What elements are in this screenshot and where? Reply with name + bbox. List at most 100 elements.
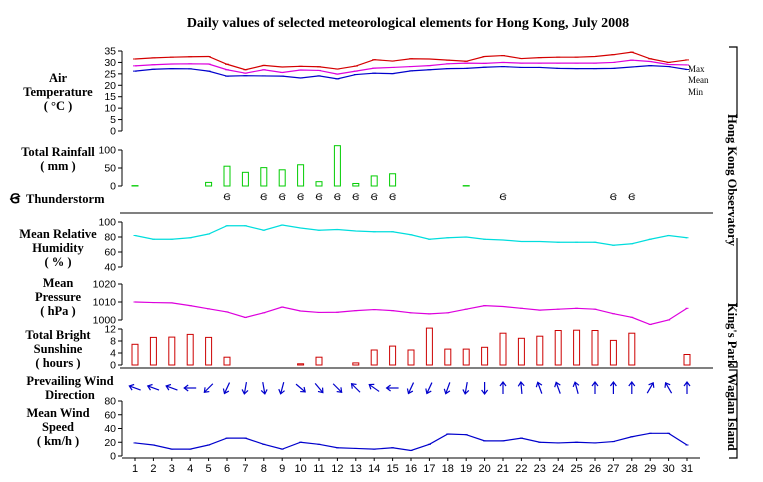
- wind-arrow-shaft: [314, 383, 324, 393]
- wind-arrow-head: [165, 383, 172, 391]
- rainfall-bar: [260, 167, 268, 187]
- rainfall-bar: [352, 182, 360, 187]
- chart-title: Daily values of selected meteorological …: [187, 16, 629, 31]
- wind-direction-arrow: [146, 383, 160, 391]
- wind-arrow-head: [572, 381, 580, 388]
- sunshine-bar: [554, 330, 562, 366]
- wind-arrow-shaft: [243, 381, 248, 395]
- pressure-label-line3: ( hPa ): [40, 304, 75, 318]
- wind-direction-arrow: [443, 382, 451, 395]
- x-tick-label: 7: [242, 463, 248, 475]
- humidity-label-line2: Humidity: [32, 241, 84, 255]
- temperature-label-line2: Temperature: [23, 85, 93, 99]
- axes: 0510152025303505010040608010010001010102…: [93, 46, 700, 475]
- wind-arrow-shaft: [262, 381, 266, 395]
- sunshine-bar: [149, 336, 157, 366]
- wind-arrow-shaft: [445, 382, 451, 394]
- sunshine-bar: [223, 356, 231, 366]
- wind-arrow-head: [203, 387, 210, 393]
- wind-direction-arrow: [260, 381, 268, 395]
- pressure-y-tick-label: 1000: [93, 315, 117, 327]
- humidity-y-tick-label: 80: [104, 232, 116, 244]
- rainfall-bar: [278, 169, 286, 187]
- pressure-y-tick-label: 1020: [93, 279, 117, 291]
- x-tick-label: 1: [132, 463, 138, 475]
- sunshine-bar: [297, 363, 305, 366]
- wind-arrow-head: [278, 388, 285, 395]
- windspeed-y-tick-label: 0: [110, 451, 116, 463]
- wind-arrow-shaft: [520, 381, 523, 395]
- pressure-label-line1: Mean: [43, 276, 74, 290]
- wind-arrow-head: [128, 383, 135, 391]
- thunderstorm-marker: Ꞡ: [316, 192, 323, 202]
- sunshine-bar: [517, 337, 525, 366]
- wind-direction-arrow: [241, 381, 249, 395]
- rainfall-y-tick-label: 50: [104, 163, 116, 175]
- thunderstorm-marker: Ꞡ: [628, 192, 635, 202]
- sunshine-bar: [591, 330, 599, 366]
- sunshine-label-line3: ( hours ): [35, 356, 80, 370]
- thunderstorm-marker: Ꞡ: [610, 192, 617, 202]
- humidity-y-tick-label: 40: [104, 262, 116, 274]
- sunshine-bar: [499, 332, 507, 366]
- wind-arrow-shaft: [426, 382, 433, 394]
- thunderstorm-marker: Ꞡ: [279, 192, 286, 202]
- humidity-y-tick-label: 60: [104, 247, 116, 259]
- wind-arrow-head: [336, 387, 343, 393]
- wind-arrow-head: [350, 383, 357, 389]
- pressure-label-line2: Pressure: [35, 290, 82, 304]
- wind-arrow-head: [241, 389, 249, 395]
- wind-direction-arrow: [368, 383, 380, 392]
- x-tick-label: 25: [570, 463, 582, 475]
- thunderstorm-marker: Ꞡ: [352, 192, 359, 202]
- x-tick-label: 13: [350, 463, 362, 475]
- wind-arrow-shaft: [129, 385, 141, 391]
- sunshine-bar: [407, 349, 415, 366]
- windspeed-y-tick-label: 60: [104, 409, 116, 421]
- wind-arrow-shaft: [464, 381, 468, 395]
- wind-arrow-shaft: [665, 382, 673, 394]
- x-tick-label: 30: [662, 463, 674, 475]
- sunshine-bar: [609, 339, 617, 366]
- temperature-label-line1: Air: [49, 71, 68, 85]
- windspeed-y-tick-label: 40: [104, 423, 116, 435]
- wind-arrow-head: [499, 381, 507, 387]
- wind-arrow-head: [443, 388, 451, 395]
- wind-arrow-shaft: [368, 384, 380, 392]
- wind-arrow-head: [648, 381, 655, 388]
- wind-arrow-head: [481, 389, 489, 395]
- wind-direction-arrow: [591, 381, 599, 394]
- x-tick-label: 2: [150, 463, 156, 475]
- wind-direction-arrow: [683, 381, 691, 394]
- wind-arrow-head: [183, 384, 189, 392]
- sunshine-bar: [186, 333, 194, 366]
- temperature-y-tick-label: 10: [104, 103, 116, 115]
- legend-max: Max: [688, 64, 705, 74]
- x-tick-label: 5: [206, 463, 212, 475]
- sunshine-y-tick-label: 4: [110, 348, 116, 360]
- wind-direction-arrow: [664, 381, 673, 394]
- station-hko: Hong Kong Observatory: [725, 114, 739, 247]
- rainfall-label-line2: ( mm ): [40, 159, 75, 173]
- wind-direction-arrow: [535, 381, 543, 394]
- sunshine-bar: [205, 336, 213, 366]
- wind-direction-arrow: [481, 382, 489, 395]
- wind-arrow-shaft: [147, 385, 160, 391]
- windspeed-y-tick-label: 20: [104, 437, 116, 449]
- wind-arrow-head: [406, 388, 414, 395]
- temperature-y-tick-label: 5: [110, 114, 116, 126]
- rainfall-label-line1: Total Rainfall: [21, 145, 95, 159]
- wind-direction-arrow: [332, 383, 343, 393]
- x-tick-label: 23: [534, 463, 546, 475]
- sunshine-bar: [628, 332, 636, 366]
- wind-direction-arrow: [203, 383, 214, 393]
- wind-arrow-head: [462, 389, 470, 395]
- sunshine-bar: [536, 335, 544, 366]
- wind-arrow-shaft: [203, 383, 214, 393]
- sunshine-y-tick-label: 8: [110, 336, 116, 348]
- humidity-label-line3: ( % ): [44, 255, 71, 269]
- windspeed-label-line3: ( km/h ): [37, 434, 79, 448]
- x-tick-label: 16: [405, 463, 417, 475]
- sunshine-bar: [352, 362, 360, 366]
- x-tick-label: 21: [497, 463, 509, 475]
